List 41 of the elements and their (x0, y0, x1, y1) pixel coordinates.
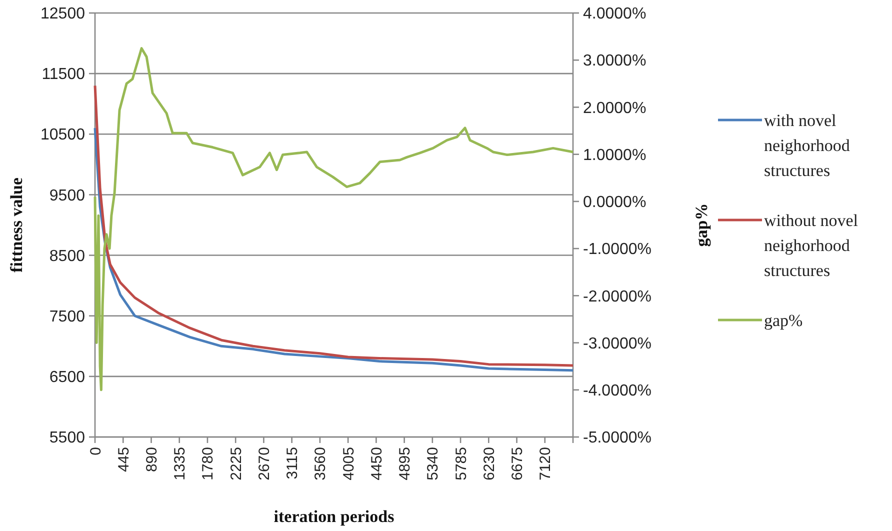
x-tick-label: 4450 (368, 447, 386, 480)
y-tick-label: 9500 (49, 187, 86, 204)
x-tick-label: 4005 (340, 447, 358, 480)
y-tick-label: 6500 (49, 369, 86, 386)
y-tick-label: 7500 (49, 308, 86, 326)
x-tick-label: 6675 (509, 447, 526, 480)
y2-tick-label: -4.0000% (583, 382, 652, 400)
x-tick-label: 890 (143, 447, 160, 472)
x-tick-label: 7120 (537, 447, 554, 480)
x-tick-label: 4895 (396, 447, 414, 480)
x-tick-label: 3560 (312, 447, 330, 480)
y2-tick-label: 1.0000% (583, 146, 646, 164)
legend-label: without novel neighorhood structures (764, 210, 858, 280)
x-tick-label: 3115 (284, 447, 302, 480)
x-tick-label: 0 (87, 447, 104, 456)
y2-tick-label: -2.0000% (583, 288, 652, 306)
y2-tick-label: -1.0000% (583, 241, 652, 258)
x-tick-label: 5340 (424, 447, 442, 480)
y2-tick-label: 4.0000% (583, 6, 646, 23)
x-tick-label: 2670 (256, 447, 273, 480)
y2-tick-label: -5.0000% (583, 430, 652, 447)
x-tick-label: 5785 (452, 447, 470, 480)
x-axis-title: iteration periods (274, 507, 395, 526)
x-tick-label: 445 (115, 447, 132, 472)
y-tick-label: 10500 (40, 126, 86, 144)
y-tick-label: 8500 (49, 248, 86, 265)
y-tick-label: 11500 (42, 66, 86, 84)
y-tick-label: 12500 (40, 6, 86, 23)
x-tick-label: 6230 (480, 447, 498, 480)
y2-tick-label: -3.0000% (583, 335, 652, 352)
y-axis-title: fittness value (7, 177, 26, 272)
x-tick-label: 1335 (172, 447, 189, 480)
y2-tick-label: 2.0000% (583, 100, 646, 117)
y2-axis-title: gap% (692, 203, 711, 247)
x-tick-label: 2225 (228, 447, 245, 480)
legend-label: with novel neighorhood structures (764, 110, 850, 180)
y2-tick-label: 3.0000% (583, 52, 646, 70)
x-tick-label: 1780 (200, 447, 217, 480)
y-tick-label: 5500 (49, 430, 86, 447)
y2-tick-label: 0.0000% (583, 194, 646, 212)
legend-label: gap% (764, 310, 803, 330)
